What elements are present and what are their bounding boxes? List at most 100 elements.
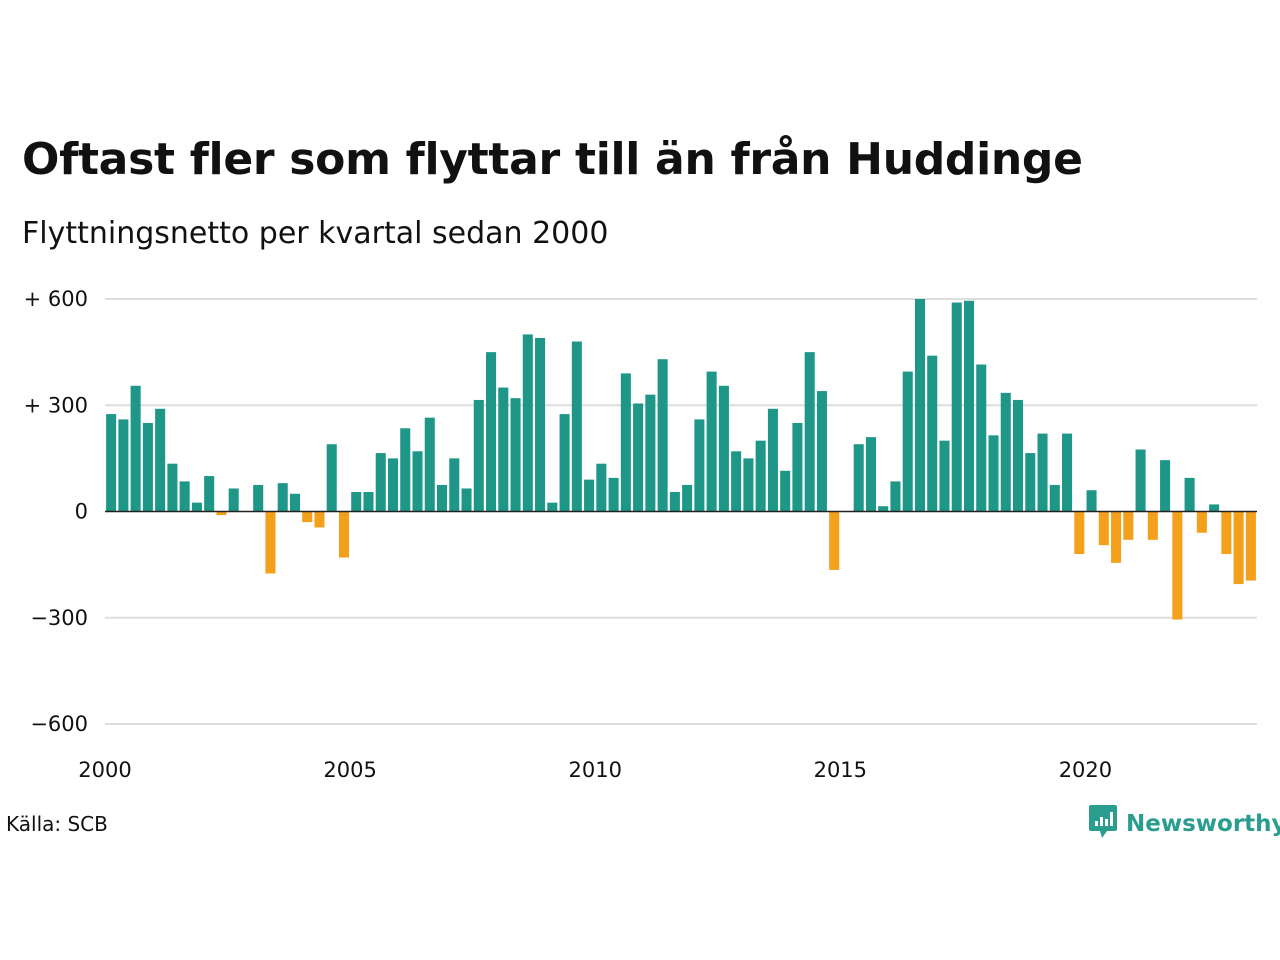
bar bbox=[461, 488, 472, 512]
bar bbox=[314, 511, 325, 528]
bar bbox=[976, 364, 987, 512]
bar bbox=[1037, 433, 1048, 512]
bar bbox=[387, 458, 399, 512]
bar bbox=[584, 479, 595, 512]
bar bbox=[816, 391, 827, 512]
x-tick-label: 2015 bbox=[814, 758, 867, 782]
bar bbox=[682, 484, 693, 512]
bar bbox=[1245, 511, 1256, 581]
bar bbox=[939, 440, 950, 512]
y-tick-label: + 300 bbox=[24, 393, 88, 417]
bar bbox=[510, 398, 521, 512]
bar bbox=[890, 481, 901, 512]
bar bbox=[338, 511, 349, 558]
y-tick-label: −300 bbox=[30, 606, 88, 630]
bar bbox=[596, 463, 607, 512]
bar bbox=[731, 451, 742, 512]
source-note: Källa: SCB bbox=[6, 812, 108, 836]
bar bbox=[412, 451, 423, 512]
bar bbox=[204, 476, 215, 512]
bar bbox=[1111, 511, 1122, 563]
bars bbox=[106, 299, 1256, 620]
bar bbox=[1098, 511, 1109, 546]
bar bbox=[1074, 511, 1085, 554]
bar bbox=[1135, 449, 1146, 512]
x-tick-label: 2010 bbox=[568, 758, 621, 782]
bar bbox=[498, 387, 509, 512]
bar bbox=[486, 352, 497, 512]
bar bbox=[1160, 460, 1171, 512]
bar bbox=[449, 458, 460, 512]
bar bbox=[130, 385, 141, 512]
bar bbox=[473, 399, 484, 512]
bar bbox=[792, 422, 803, 512]
page-title: Oftast fler som flyttar till än från Hud… bbox=[22, 134, 1083, 185]
bar bbox=[400, 428, 411, 512]
page-subtitle: Flyttningsnetto per kvartal sedan 2000 bbox=[22, 216, 609, 251]
bar bbox=[363, 492, 374, 512]
bar bbox=[1233, 511, 1244, 585]
bar bbox=[1221, 511, 1232, 554]
bar bbox=[142, 422, 153, 512]
bar bbox=[155, 408, 166, 512]
bar bbox=[767, 408, 778, 512]
y-tick-label: −600 bbox=[30, 712, 88, 736]
bar bbox=[1013, 399, 1024, 512]
bar bbox=[1049, 484, 1060, 512]
bar bbox=[865, 437, 876, 512]
bar bbox=[988, 435, 999, 512]
bar bbox=[375, 453, 386, 512]
bar bbox=[853, 444, 864, 512]
bar bbox=[179, 481, 190, 512]
y-tick-label: + 600 bbox=[24, 287, 88, 311]
bar bbox=[657, 359, 668, 512]
bar bbox=[1172, 511, 1183, 620]
bar bbox=[1123, 511, 1134, 540]
bar bbox=[743, 458, 754, 512]
bar bbox=[118, 419, 129, 512]
bar bbox=[216, 511, 227, 516]
bar bbox=[804, 352, 815, 512]
bar bbox=[351, 492, 362, 512]
bar bbox=[302, 511, 313, 523]
bar bbox=[1196, 511, 1207, 533]
bar bbox=[437, 484, 448, 512]
bar bbox=[253, 484, 264, 512]
bar bbox=[706, 371, 717, 512]
bar bbox=[522, 334, 533, 512]
bar bbox=[878, 506, 889, 512]
bar bbox=[289, 493, 300, 512]
bar bbox=[559, 414, 570, 512]
y-tick-label: 0 bbox=[75, 500, 88, 524]
bar bbox=[963, 300, 975, 512]
bar bbox=[927, 355, 938, 512]
bar bbox=[1062, 433, 1073, 512]
bar bbox=[277, 483, 288, 512]
bar bbox=[718, 385, 729, 512]
bar bbox=[914, 299, 925, 512]
brand-name: Newsworthy bbox=[1126, 811, 1280, 837]
bar bbox=[265, 511, 276, 574]
bar bbox=[167, 463, 178, 512]
bar bbox=[620, 373, 631, 512]
bar bbox=[106, 414, 117, 512]
bar bbox=[1025, 453, 1036, 512]
x-tick-label: 2020 bbox=[1059, 758, 1112, 782]
bar bbox=[755, 440, 766, 512]
bar bbox=[1184, 477, 1195, 512]
bar bbox=[669, 492, 680, 512]
bar bbox=[694, 419, 705, 512]
bar bbox=[191, 502, 202, 512]
bar bbox=[633, 403, 644, 512]
bar bbox=[902, 371, 913, 512]
bar bbox=[228, 488, 239, 512]
bar bbox=[829, 511, 840, 570]
bar bbox=[571, 341, 582, 512]
bar bbox=[535, 337, 546, 512]
axis-labels: + 600 + 300 0 −300 −600 2000 2005 2010 2015 2020 bbox=[24, 287, 1113, 782]
grid-lines bbox=[105, 298, 1257, 725]
x-tick-label: 2000 bbox=[78, 758, 131, 782]
brand-logo: Newsworthy bbox=[1088, 804, 1280, 844]
bar bbox=[608, 477, 619, 512]
